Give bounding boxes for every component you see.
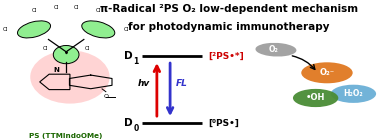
- Text: D: D: [124, 118, 132, 128]
- Text: O₂⁻: O₂⁻: [319, 68, 335, 77]
- Ellipse shape: [331, 85, 376, 103]
- Text: Cl: Cl: [3, 27, 8, 32]
- Text: Cl: Cl: [96, 8, 101, 13]
- Text: π-Radical ²PS O₂ low-dependent mechanism: π-Radical ²PS O₂ low-dependent mechanism: [100, 4, 358, 14]
- Text: FL: FL: [175, 80, 187, 88]
- Text: [⁰PS•]: [⁰PS•]: [208, 119, 239, 128]
- Ellipse shape: [301, 62, 353, 83]
- Text: Cl: Cl: [84, 46, 90, 51]
- Text: 0: 0: [133, 124, 139, 133]
- Ellipse shape: [30, 50, 110, 104]
- Text: Cl: Cl: [31, 8, 37, 13]
- Text: Cl: Cl: [74, 5, 79, 10]
- Text: •OH: •OH: [306, 94, 325, 102]
- Text: Cl: Cl: [43, 46, 48, 51]
- Text: for photodynamic immunotherapy: for photodynamic immunotherapy: [128, 22, 330, 32]
- Text: Cl: Cl: [124, 27, 129, 32]
- Text: N: N: [54, 67, 60, 74]
- Ellipse shape: [82, 21, 115, 38]
- Text: [²PS•*]: [²PS•*]: [208, 52, 244, 60]
- Text: H₂O₂: H₂O₂: [344, 89, 363, 98]
- Text: O: O: [103, 94, 108, 99]
- Ellipse shape: [17, 21, 51, 38]
- Text: 1: 1: [133, 57, 139, 66]
- Ellipse shape: [53, 46, 79, 64]
- Text: Cl: Cl: [53, 5, 59, 10]
- Text: O₂: O₂: [269, 45, 279, 54]
- Text: hv: hv: [138, 80, 150, 88]
- Ellipse shape: [256, 43, 296, 57]
- Ellipse shape: [293, 89, 338, 107]
- Text: D: D: [124, 51, 132, 61]
- Text: PS (TTMIndoOMe): PS (TTMIndoOMe): [29, 133, 103, 139]
